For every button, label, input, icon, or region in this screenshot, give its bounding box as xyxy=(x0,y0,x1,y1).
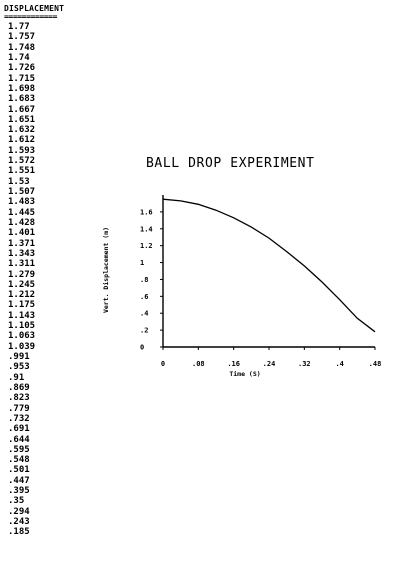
series-line xyxy=(162,198,376,333)
chart-tick-labels: 0 .2 .4 .6 .8 1 1.2 1.4 1.6 0 .08 .16 .24 .32 .4 .48 xyxy=(140,208,381,368)
displacement-value: 1.428 xyxy=(8,217,36,228)
displacement-value: 1.483 xyxy=(8,197,36,208)
displacement-value: .691 xyxy=(8,424,30,435)
chart-title: BALL DROP EXPERIMENT xyxy=(146,156,315,171)
displacement-value: .644 xyxy=(8,434,30,445)
chart-ticks xyxy=(160,211,376,350)
displacement-value: 1.371 xyxy=(8,238,36,249)
listing-values: 1.77 1.757 1.748 1.74 1.726 1.715 1.698 1.683 1.… xyxy=(4,22,104,538)
displacement-value: .294 xyxy=(8,506,30,517)
displacement-value: 1.343 xyxy=(8,248,36,259)
displacement-value: 1.063 xyxy=(8,331,36,342)
x-axis-label: Time (S) xyxy=(229,370,260,378)
displacement-value: .779 xyxy=(8,403,30,414)
displacement-value: .732 xyxy=(8,413,30,424)
displacement-value: 1.683 xyxy=(8,94,36,105)
displacement-value: 1.651 xyxy=(8,114,36,125)
listing-underline: ============ xyxy=(4,12,57,21)
displacement-value: .395 xyxy=(8,486,30,497)
displacement-value: 1.757 xyxy=(8,32,36,43)
x-tick-label: .08 xyxy=(192,360,205,368)
displacement-value: 1.715 xyxy=(8,73,36,84)
x-tick-label: .48 xyxy=(369,360,382,368)
y-tick-label: 1 xyxy=(140,259,144,267)
x-tick-label: .4 xyxy=(335,360,343,368)
displacement-value: 1.507 xyxy=(8,187,36,197)
displacement-value: 1.039 xyxy=(8,341,36,352)
chart-axes xyxy=(162,195,375,348)
y-tick-label: 1.6 xyxy=(140,208,153,216)
displacement-value: 1.726 xyxy=(8,63,36,74)
displacement-value: .243 xyxy=(8,517,30,527)
displacement-value: .91 xyxy=(8,372,25,383)
displacement-value: 1.698 xyxy=(8,83,36,94)
displacement-value: .823 xyxy=(8,393,30,404)
y-tick-label: 0 xyxy=(140,344,144,352)
displacement-value: .991 xyxy=(8,352,30,362)
displacement-value: .953 xyxy=(8,362,30,373)
displacement-value: 1.572 xyxy=(8,156,36,167)
displacement-listing: DISPLACEMENT ============ 1.77 1.757 1.748… xyxy=(4,4,104,538)
displacement-value: 1.593 xyxy=(8,145,36,156)
x-tick-label: 0 xyxy=(161,360,165,368)
displacement-value: 1.77 xyxy=(8,22,30,32)
displacement-value: 1.748 xyxy=(8,42,36,53)
displacement-value: 1.212 xyxy=(8,290,36,301)
displacement-value: 1.612 xyxy=(8,135,36,146)
displacement-value: .869 xyxy=(8,382,30,393)
displacement-value: 1.74 xyxy=(8,52,30,63)
y-axis-label: Vert. Displacement (m) xyxy=(102,227,110,313)
displacement-value: .447 xyxy=(8,475,30,486)
displacement-value: 1.445 xyxy=(8,207,36,218)
y-tick-label: .2 xyxy=(140,327,148,335)
chart-series-layer xyxy=(162,198,376,333)
displacement-value: 1.311 xyxy=(8,259,36,270)
displacement-value: 1.245 xyxy=(8,279,36,290)
y-tick-label: 1.2 xyxy=(140,242,153,250)
x-tick-label: .16 xyxy=(227,360,240,368)
displacement-value: 1.632 xyxy=(8,125,36,136)
x-tick-label: .32 xyxy=(298,360,311,368)
displacement-value: .595 xyxy=(8,444,30,455)
x-tick-label: .24 xyxy=(263,360,276,368)
displacement-value: 1.143 xyxy=(8,310,36,321)
displacement-value: .185 xyxy=(8,527,30,538)
displacement-value: 1.401 xyxy=(8,228,36,239)
displacement-value: 1.105 xyxy=(8,321,36,332)
displacement-value: 1.175 xyxy=(8,300,36,311)
displacement-value: .548 xyxy=(8,455,30,466)
displacement-value: .501 xyxy=(8,465,30,476)
y-tick-label: 1.4 xyxy=(140,225,153,233)
displacement-value: .35 xyxy=(8,496,25,507)
y-tick-label: .6 xyxy=(140,293,148,301)
listing-header: DISPLACEMENT xyxy=(4,4,65,13)
displacement-value: 1.551 xyxy=(8,166,36,177)
y-tick-label: .4 xyxy=(140,310,148,318)
displacement-value: 1.53 xyxy=(8,176,30,187)
displacement-value: 1.279 xyxy=(8,269,36,280)
displacement-value: 1.667 xyxy=(8,104,36,115)
y-tick-label: .8 xyxy=(140,276,148,284)
